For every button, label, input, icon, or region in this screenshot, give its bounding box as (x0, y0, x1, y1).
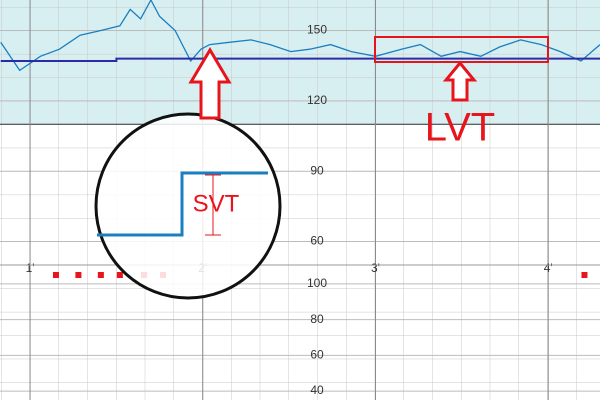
arrow (442, 60, 478, 102)
y-tick-label: 60 (310, 234, 324, 248)
event-marker (75, 272, 82, 278)
x-tick-label: 4' (544, 261, 553, 275)
event-marker (581, 272, 588, 278)
x-tick-label: 1' (26, 261, 35, 275)
baseline (0, 57, 600, 62)
y-tick-label: 120 (307, 93, 327, 107)
fhr-trace (0, 0, 600, 72)
arrow (188, 47, 232, 120)
y-tick-label: 150 (307, 23, 327, 37)
y-tick-label: 40 (310, 383, 324, 397)
y-tick-label: 60 (310, 348, 324, 362)
y-tick-label: 90 (310, 163, 324, 177)
event-marker (52, 272, 59, 278)
zoom-step (97, 171, 268, 237)
svt-bracket (205, 174, 221, 236)
event-marker (116, 272, 123, 278)
y-tick-label: 80 (310, 312, 324, 326)
zoom-circle (94, 112, 282, 300)
svt-label: SVT (193, 190, 240, 217)
x-tick-label: 3' (371, 261, 380, 275)
event-marker (97, 272, 104, 278)
y-tick-label: 100 (307, 276, 327, 290)
lvt-label: LVT (425, 106, 495, 150)
lvt-box (374, 36, 549, 63)
